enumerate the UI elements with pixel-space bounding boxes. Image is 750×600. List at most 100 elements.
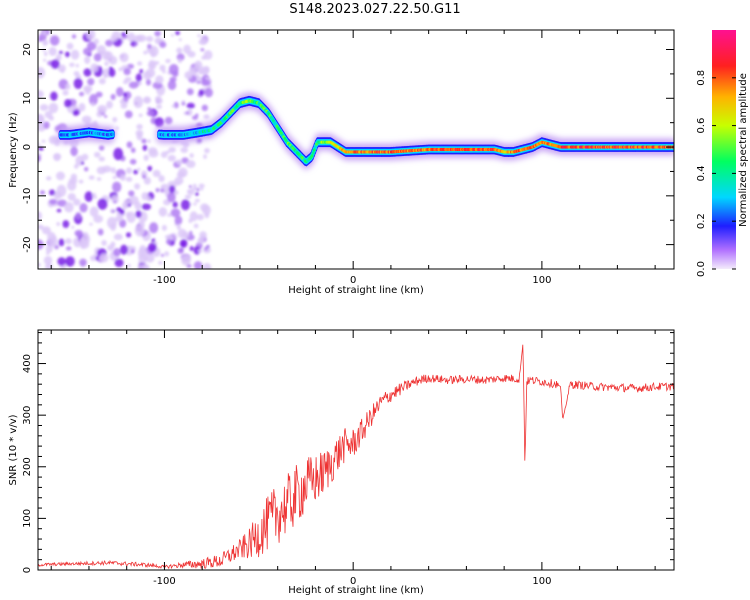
x-tick-label: 0 — [350, 275, 356, 286]
snr-panel: -100 0 100 0 100 200 300 400 Height of straigh… — [8, 329, 675, 596]
noise-speckle — [38, 114, 45, 125]
noise-speckle — [198, 38, 207, 46]
noise-speckle — [134, 183, 141, 190]
noise-speckle — [58, 50, 63, 55]
x-tick-label: 100 — [532, 275, 551, 286]
noise-speckle — [84, 191, 93, 202]
noise-speckle — [160, 188, 165, 193]
noise-speckle — [193, 202, 197, 206]
noise-speckle — [53, 191, 62, 200]
noise-speckle — [128, 81, 139, 89]
noise-speckle — [90, 63, 99, 73]
noise-speckle — [65, 256, 75, 267]
colorbar-gradient — [712, 30, 736, 269]
noise-speckle — [196, 214, 204, 221]
noise-speckle — [97, 104, 108, 114]
noise-speckle — [137, 167, 141, 171]
noise-speckle — [114, 258, 124, 268]
noise-speckle — [178, 38, 182, 42]
snr-frame — [37, 329, 675, 571]
noise-speckle — [176, 159, 183, 165]
noise-speckle — [58, 238, 65, 247]
noise-speckle — [143, 50, 148, 55]
noise-speckle — [203, 154, 207, 159]
noise-speckle — [113, 248, 121, 257]
noise-speckle — [50, 91, 58, 101]
noise-speckle — [99, 253, 109, 263]
ridge-core — [312, 148, 316, 152]
noise-speckle — [86, 30, 96, 41]
y-tick-label: 200 — [22, 457, 33, 476]
colorbar-tick-label: 0.8 — [696, 70, 707, 86]
noise-speckle — [167, 80, 177, 91]
noise-speckle — [69, 62, 75, 67]
noise-speckle — [147, 43, 152, 49]
noise-speckle — [136, 34, 147, 42]
colorbar-ticks: 0.0 0.2 0.4 0.6 0.8 — [696, 70, 736, 277]
noise-speckle — [198, 249, 203, 253]
noise-speckle — [176, 171, 186, 178]
noise-speckle — [74, 163, 79, 169]
spectral-ridge — [58, 95, 674, 167]
noise-speckle — [147, 107, 152, 111]
noise-speckle — [66, 42, 74, 50]
noise-speckle — [91, 102, 95, 107]
noise-speckle — [170, 34, 174, 37]
noise-speckle — [141, 192, 149, 201]
noise-speckle — [181, 101, 186, 106]
noise-speckle — [168, 146, 176, 153]
noise-speckle — [198, 183, 205, 188]
noise-speckle — [64, 98, 72, 108]
noise-speckle — [177, 58, 183, 64]
noise-speckle — [88, 175, 95, 180]
noise-speckle — [84, 56, 91, 65]
noise-speckle — [145, 79, 151, 86]
noise-speckle — [123, 199, 131, 205]
noise-speckle — [39, 190, 46, 195]
noise-speckle — [189, 153, 194, 158]
noise-speckle — [142, 71, 152, 80]
noise-speckle — [125, 232, 132, 238]
noise-speckle — [97, 198, 108, 210]
noise-speckle — [171, 104, 176, 108]
noise-speckle — [168, 185, 176, 193]
noise-speckle — [195, 113, 199, 117]
noise-speckle — [134, 224, 145, 237]
noise-speckle — [154, 95, 162, 103]
x-tick-label: -100 — [153, 275, 176, 286]
noise-speckle — [160, 184, 165, 190]
noise-speckle — [76, 231, 82, 238]
noise-speckle — [50, 59, 60, 69]
noise-speckle — [113, 147, 124, 161]
noise-speckle — [146, 35, 154, 43]
noise-speckle — [111, 167, 116, 174]
noise-speckle — [83, 166, 89, 172]
noise-speckle — [64, 201, 74, 213]
noise-speckle — [70, 173, 78, 180]
noise-speckle — [152, 169, 161, 178]
noise-speckle — [189, 211, 198, 222]
noise-speckle — [71, 225, 75, 229]
noise-speckle — [108, 66, 113, 70]
noise-speckle — [81, 153, 89, 161]
noise-speckle — [79, 239, 90, 249]
noise-speckle — [120, 174, 126, 181]
noise-speckle — [137, 264, 147, 269]
snr-y-ticks: 0 100 200 300 400 — [22, 332, 674, 573]
noise-speckle — [197, 69, 205, 75]
noise-speckle — [67, 193, 76, 201]
noise-speckle — [62, 90, 69, 96]
noise-speckle — [48, 46, 57, 56]
noise-speckle — [164, 116, 173, 125]
noise-speckle — [106, 100, 113, 109]
noise-speckle — [121, 32, 127, 37]
noise-speckle — [75, 212, 81, 220]
noise-speckle — [192, 186, 198, 191]
noise-speckle — [81, 115, 92, 124]
noise-speckle — [38, 263, 41, 267]
noise-speckle — [159, 64, 166, 72]
noise-speckle — [38, 146, 44, 151]
noise-speckle — [75, 63, 79, 68]
noise-speckle — [89, 206, 99, 218]
